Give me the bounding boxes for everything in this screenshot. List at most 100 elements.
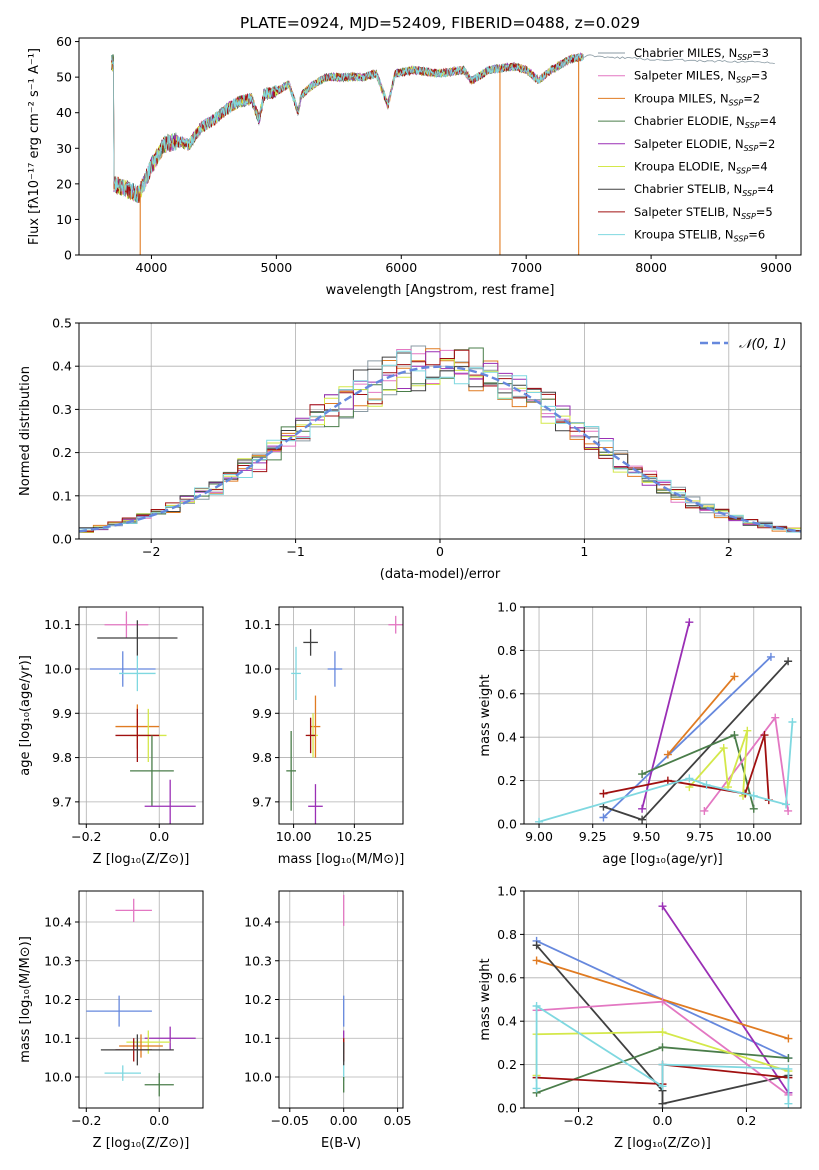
plus-marker xyxy=(685,774,694,783)
plus-marker xyxy=(685,618,694,627)
plus-marker xyxy=(784,1054,793,1063)
y-tick-label: 0.1 xyxy=(52,488,72,503)
x-axis-label: Z [log₁₀(Z/Z⊙)] xyxy=(614,1136,711,1151)
weight-line xyxy=(538,721,794,823)
y-tick-label: 10.2 xyxy=(44,992,72,1007)
residuals-panel: 𝒩(0, 1) −2 −1 0 1 2 0.0 0.1 0.2 0.3 0.4 0.5 (data-mo… xyxy=(18,316,802,582)
plus-marker xyxy=(784,1099,793,1108)
x-tick-label: −0.05 xyxy=(271,1113,309,1128)
plus-marker xyxy=(638,804,647,813)
legend-label: Chabrier ELODIE, NSSP=4 xyxy=(634,114,776,130)
axes-frame xyxy=(78,37,802,256)
y-tick-label: 1.0 xyxy=(497,884,517,899)
plus-marker xyxy=(766,652,775,661)
y-tick-label: 0.4 xyxy=(52,359,72,374)
plus-marker xyxy=(719,744,728,753)
x-tick-label: 0.00 xyxy=(330,1113,358,1128)
figure-title: PLATE=0924, MJD=52409, FIBERID=0488, z=0… xyxy=(240,14,640,32)
y-tick-label: 10.4 xyxy=(44,915,72,930)
plus-marker xyxy=(532,1002,541,1011)
x-tick-label: 10.00 xyxy=(736,829,772,844)
plus-marker xyxy=(658,1082,667,1091)
legend-label: Salpeter ELODIE, NSSP=2 xyxy=(634,137,775,153)
x-axis-label: Z [log₁₀(Z/Z⊙)] xyxy=(93,1136,190,1151)
weight-line xyxy=(602,656,772,819)
plus-marker xyxy=(663,776,672,785)
age-vs-Z-panel: −0.2 0.0 9.7 9.8 9.9 10.0 10.1 Z [log₁₀(Z/Z⊙)] a… xyxy=(18,606,204,867)
x-tick-label: 8000 xyxy=(635,260,667,275)
legend-label: Salpeter STELIB, NSSP=5 xyxy=(634,205,773,221)
legend-label: Kroupa MILES, NSSP=2 xyxy=(634,91,760,107)
y-tick-label: 0.3 xyxy=(52,402,72,417)
x-tick-label: 0.0 xyxy=(653,1113,673,1128)
x-tick-label: −2 xyxy=(142,544,160,559)
plot-area xyxy=(89,611,196,824)
x-tick-label: −1 xyxy=(286,544,304,559)
y-tick-label: 10.1 xyxy=(44,1031,72,1046)
plus-marker xyxy=(749,791,758,800)
x-tick-label: 4000 xyxy=(136,260,168,275)
y-tick-label: 20 xyxy=(56,176,72,191)
y-tick-label: 9.8 xyxy=(252,750,272,765)
y-tick-label: 0.5 xyxy=(52,316,72,331)
spectrum-line xyxy=(582,54,775,64)
spectrum-panel: Chabrier MILES, NSSP=3 Salpeter MILES, NS… xyxy=(27,34,802,298)
y-tick-label: 0 xyxy=(64,248,72,263)
y-tick-label: 0.2 xyxy=(52,445,72,460)
plus-marker xyxy=(784,1064,793,1073)
plus-marker xyxy=(599,789,608,798)
y-tick-label: 0.8 xyxy=(497,927,517,942)
y-tick-label: 10.2 xyxy=(244,992,272,1007)
legend-label: 𝒩(0, 1) xyxy=(739,337,786,352)
plus-marker xyxy=(638,770,647,779)
x-axis-label: mass [log₁₀(M/M⊙)] xyxy=(278,852,405,867)
y-tick-label: 10.1 xyxy=(44,617,72,632)
plot-area xyxy=(532,902,793,1108)
x-axis-label: Z [log₁₀(Z/Z⊙)] xyxy=(93,852,190,867)
x-tick-label: 9000 xyxy=(760,260,792,275)
axes-frame xyxy=(523,606,802,825)
weight-line xyxy=(641,621,691,810)
y-tick-label: 0.0 xyxy=(497,817,517,832)
spectrum-plot-area xyxy=(111,52,775,255)
axes-frame xyxy=(78,606,204,825)
x-tick-label: 5000 xyxy=(260,260,292,275)
plus-marker xyxy=(658,1099,667,1108)
weight-vs-Z-panel: −0.2 0.0 0.2 0.0 0.2 0.4 0.6 0.8 1.0 Z [log₁₀(Z/Z… xyxy=(478,884,802,1151)
y-tick-label: 40 xyxy=(56,105,72,120)
plot-area xyxy=(535,618,797,824)
y-tick-label: 10.1 xyxy=(244,617,272,632)
y-tick-label: 10 xyxy=(56,212,72,227)
y-tick-label: 0.0 xyxy=(497,1101,517,1116)
y-tick-label: 10.0 xyxy=(244,1070,272,1085)
plus-marker xyxy=(730,672,739,681)
plus-marker xyxy=(784,657,793,666)
y-axis-label: mass [log₁₀(M/M⊙)] xyxy=(18,936,33,1063)
plus-marker xyxy=(658,1028,667,1037)
x-tick-label: 0 xyxy=(436,544,444,559)
x-tick-label: 6000 xyxy=(385,260,417,275)
y-tick-label: 9.8 xyxy=(52,750,72,765)
y-tick-label: 9.7 xyxy=(52,794,72,809)
plus-marker xyxy=(658,902,667,911)
plus-marker xyxy=(700,806,709,815)
legend-label: Salpeter MILES, NSSP=3 xyxy=(634,69,768,85)
y-tick-label: 0.0 xyxy=(52,532,72,547)
x-axis-label: wavelength [Angstrom, rest frame] xyxy=(326,283,555,298)
y-tick-label: 0.2 xyxy=(497,1057,517,1072)
y-axis-label: age [log₁₀(age/yr)] xyxy=(18,655,33,776)
plus-marker xyxy=(532,956,541,965)
y-tick-label: 10.0 xyxy=(44,662,72,677)
y-tick-label: 9.9 xyxy=(52,706,72,721)
y-tick-label: 10.0 xyxy=(44,1070,72,1085)
plus-marker xyxy=(638,815,647,824)
mass-vs-ebv-panel: −0.05 0.00 0.05 10.0 10.1 10.2 10.3 10.4 E(B-V) xyxy=(244,890,412,1151)
y-axis-label: Flux [fλ10⁻¹⁷ erg cm⁻² s⁻¹ A⁻¹] xyxy=(27,48,42,245)
legend-label: Chabrier MILES, NSSP=3 xyxy=(634,46,769,62)
plus-marker xyxy=(788,718,797,727)
y-tick-label: 1.0 xyxy=(497,600,517,615)
y-tick-label: 0.4 xyxy=(497,730,517,745)
plus-marker xyxy=(658,997,667,1006)
plus-marker xyxy=(760,731,769,740)
mass-vs-Z-panel: −0.2 0.0 10.0 10.1 10.2 10.3 10.4 Z [log₁₀(Z/Z⊙… xyxy=(18,890,204,1151)
